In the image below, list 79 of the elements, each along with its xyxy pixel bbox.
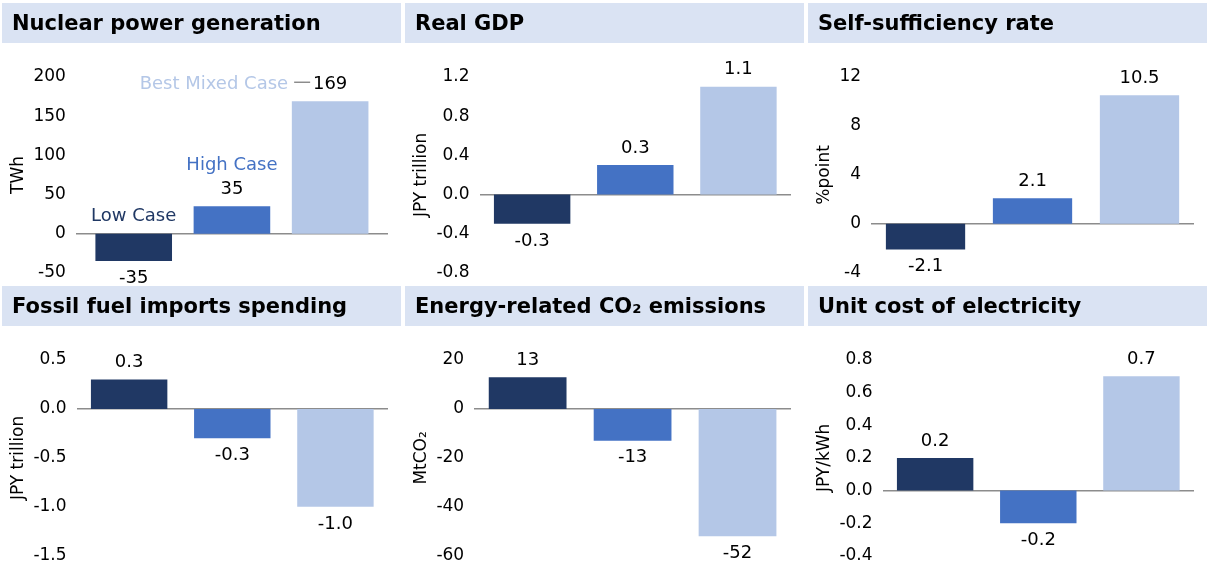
data-label: 0.7 <box>1127 346 1156 368</box>
y-tick-label: 4 <box>850 163 862 184</box>
y-tick-label: -0.8 <box>436 261 470 282</box>
y-tick-label: -0.4 <box>839 544 873 565</box>
y-tick-label: -20 <box>436 446 465 467</box>
y-tick-label: 0.4 <box>845 413 873 434</box>
data-label: 0.3 <box>114 350 144 372</box>
y-tick-label: -1.0 <box>33 495 67 516</box>
y-tick-label: 100 <box>33 143 66 164</box>
chart-title: Fossil fuel imports spending <box>2 286 401 326</box>
bar <box>885 223 966 250</box>
data-label: 0.3 <box>620 135 650 157</box>
data-label: 169 <box>312 71 348 93</box>
bar <box>700 86 777 195</box>
data-label: -0.2 <box>1020 527 1056 549</box>
y-tick-label: 0 <box>850 212 862 233</box>
y-tick-label: -1.5 <box>33 544 67 565</box>
y-tick-label: -0.5 <box>33 446 67 467</box>
data-label: -52 <box>722 540 753 562</box>
bar <box>992 198 1073 224</box>
y-tick-label: 200 <box>33 65 66 86</box>
y-axis-title: JPY trillion <box>6 415 27 502</box>
data-label: -13 <box>617 445 648 467</box>
series-label: Low Case <box>91 204 177 226</box>
series-label: Best Mixed Case <box>139 71 289 93</box>
y-tick-label: 0.0 <box>845 478 873 499</box>
y-tick-label: -0.4 <box>436 222 470 243</box>
y-axis-title: TWh <box>6 155 27 195</box>
series-label: High Case <box>186 152 278 174</box>
bar <box>1099 95 1180 224</box>
chart-title: Energy-related CO₂ emissions <box>405 286 804 326</box>
y-tick-label: -60 <box>436 544 465 565</box>
y-tick-label: 0.4 <box>442 143 470 164</box>
y-tick-label: 0 <box>453 397 465 418</box>
y-axis-title: JPY/kWh <box>812 423 833 494</box>
data-label: -1.0 <box>317 511 353 533</box>
y-axis-title: JPY trillion <box>409 132 430 219</box>
data-label: 10.5 <box>1119 66 1160 88</box>
y-tick-label: -40 <box>436 495 465 516</box>
bar <box>291 101 369 234</box>
y-tick-label: 1.2 <box>442 65 470 86</box>
y-tick-label: 0.8 <box>442 104 470 125</box>
data-label: 13 <box>516 347 540 369</box>
bar <box>1000 490 1077 524</box>
bar <box>493 194 571 224</box>
y-axis-title: %point <box>812 144 833 205</box>
y-tick-label: 20 <box>442 348 465 369</box>
y-tick-label: 0.0 <box>39 397 67 418</box>
y-tick-label: 0.8 <box>845 348 873 369</box>
bar <box>896 457 974 491</box>
y-tick-label: -4 <box>844 261 862 282</box>
data-label: -0.3 <box>214 442 250 464</box>
bar <box>95 233 173 262</box>
data-label: 35 <box>220 176 244 198</box>
data-label: 0.2 <box>920 428 950 450</box>
chart-title: Real GDP <box>405 3 804 43</box>
bar <box>1103 376 1180 491</box>
data-label: 2.1 <box>1018 168 1047 190</box>
bar <box>597 165 674 195</box>
data-label: -35 <box>119 265 149 287</box>
chart-title: Self-sufficiency rate <box>808 3 1207 43</box>
y-tick-label: 150 <box>33 104 66 125</box>
y-tick-label: 8 <box>850 114 862 135</box>
bar <box>193 206 271 234</box>
y-tick-label: -0.2 <box>839 511 873 532</box>
y-tick-label: 0.5 <box>39 348 67 369</box>
chart-title: Unit cost of electricity <box>808 286 1207 326</box>
data-label: -2.1 <box>907 254 944 276</box>
y-tick-label: 0.0 <box>442 182 470 203</box>
y-axis-title: MtCO₂ <box>409 431 430 485</box>
y-tick-label: 0.6 <box>845 381 873 402</box>
chart-title: Nuclear power generation <box>2 3 401 43</box>
y-tick-label: 0.2 <box>845 446 873 467</box>
y-tick-label: 0 <box>55 222 66 243</box>
y-tick-label: 50 <box>44 182 66 203</box>
data-label: 1.1 <box>724 57 753 79</box>
y-tick-label: 12 <box>839 65 862 86</box>
data-label: -0.3 <box>514 228 550 250</box>
y-tick-label: -50 <box>38 261 66 282</box>
